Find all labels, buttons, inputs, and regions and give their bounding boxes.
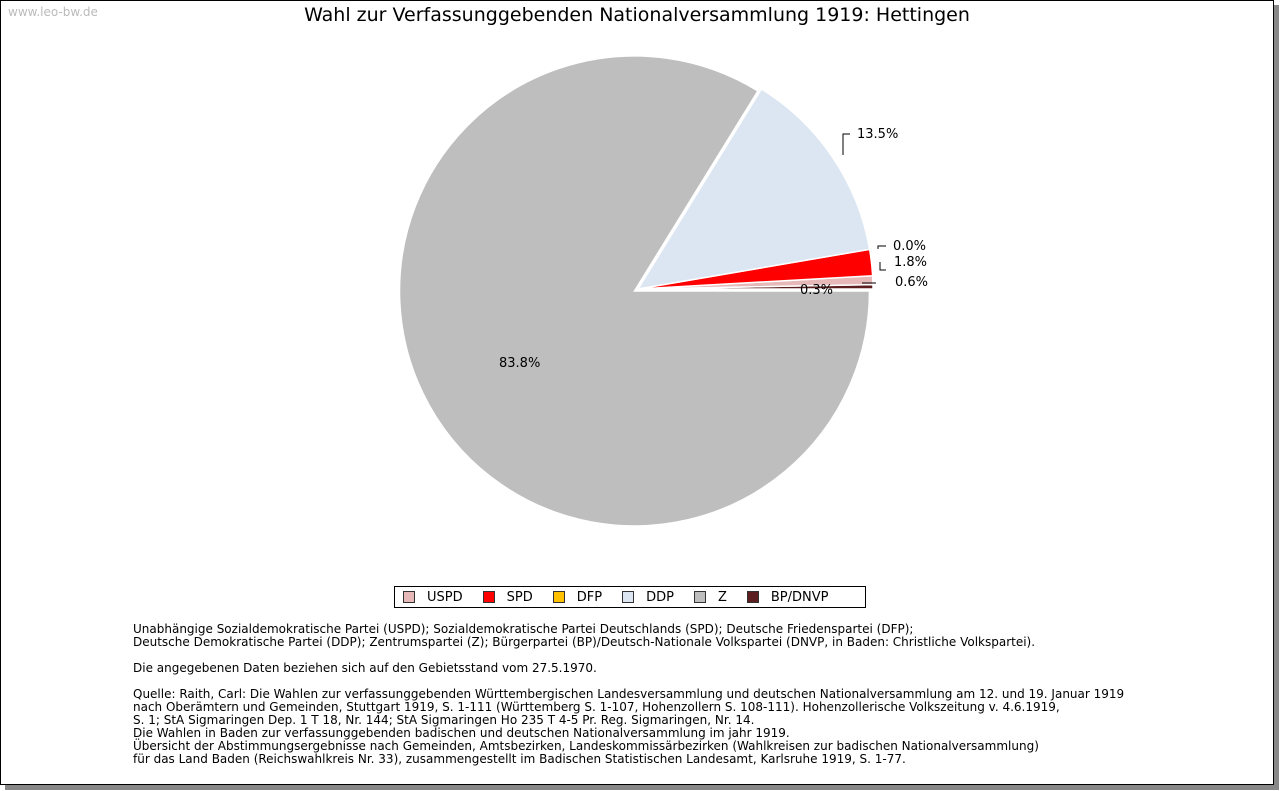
note-line: nach Oberämtern und Gemeinden, Stuttgart… <box>133 700 1060 714</box>
legend-label: Z <box>717 589 727 605</box>
note-line: S. 1; StA Sigmaringen Dep. 1 T 18, Nr. 1… <box>133 713 755 727</box>
legend-swatch <box>746 591 759 603</box>
legend-swatch <box>552 591 565 603</box>
data-label: 0.3% <box>800 283 833 298</box>
watermark: www.leo-bw.de <box>8 5 98 19</box>
leader-line <box>877 245 886 249</box>
territory-note: Die angegebenen Daten beziehen sich auf … <box>133 662 1124 675</box>
data-label: 0.6% <box>895 275 928 290</box>
legend-item: DFP <box>552 589 603 605</box>
note-line: Die angegebenen Daten beziehen sich auf … <box>133 661 597 675</box>
chart-title: Wahl zur Verfassunggebenden Nationalvers… <box>304 4 970 26</box>
note-line: Quelle: Raith, Carl: Die Wahlen zur verf… <box>133 687 1125 701</box>
legend-item: USPD <box>403 590 463 605</box>
legend-item: SPD <box>482 589 533 605</box>
leader-line <box>842 133 850 155</box>
legend: USPD SPD DFP DDP Z BP/DNVP <box>394 586 866 608</box>
legend-label: SPD <box>506 589 533 605</box>
note-line: Deutsche Demokratische Partei (DDP); Zen… <box>133 635 1036 649</box>
legend-item: BP/DNVP <box>746 589 829 605</box>
leader-line <box>879 262 886 271</box>
pie-slice-z <box>398 55 871 527</box>
notes: Unabhängige Sozialdemokratische Partei (… <box>133 623 1124 779</box>
legend-swatch <box>693 591 706 603</box>
legend-item: DDP <box>622 590 674 605</box>
party-abbreviations: Unabhängige Sozialdemokratische Partei (… <box>133 623 1124 649</box>
pie-chart: 0.3% 0.6% 1.8%0.0% 13.5% 83.8% <box>398 55 928 527</box>
legend-swatch <box>482 591 495 603</box>
legend-item: Z <box>693 589 727 605</box>
note-line: Unabhängige Sozialdemokratische Partei (… <box>133 622 914 636</box>
legend-swatch <box>622 591 635 603</box>
note-line: Die Wahlen in Baden zur verfassunggebend… <box>133 726 790 740</box>
data-label: 83.8% <box>499 356 540 371</box>
legend-swatch <box>403 591 415 603</box>
data-label: 13.5% <box>857 127 898 142</box>
legend-label: DDP <box>646 589 674 605</box>
pie-slice-ddp <box>636 87 871 291</box>
data-label: 0.0% <box>893 239 926 254</box>
source-note: Quelle: Raith, Carl: Die Wahlen zur verf… <box>133 688 1124 766</box>
data-label: 1.8% <box>894 255 927 270</box>
legend-label: DFP <box>576 589 603 605</box>
legend-label: BP/DNVP <box>770 589 829 605</box>
note-line: Übersicht der Abstimmungsergebnisse nach… <box>133 739 1039 753</box>
legend-label: USPD <box>427 589 463 605</box>
note-line: für das Land Baden (Reichswahlkreis Nr. … <box>133 752 906 766</box>
